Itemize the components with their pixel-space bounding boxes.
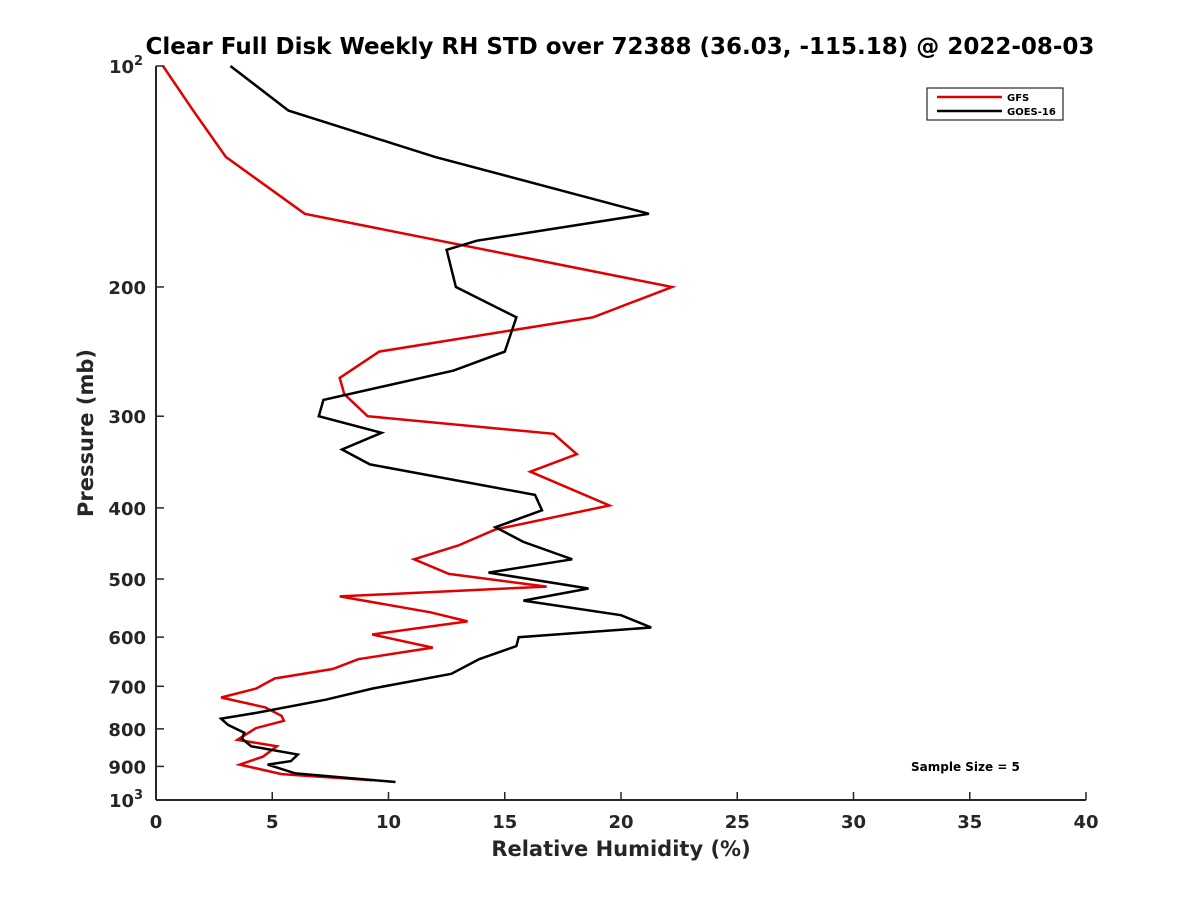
y-tick-label: 900 [108, 757, 146, 778]
sample-size-annotation: Sample Size = 5 [911, 760, 1020, 774]
y-tick-label: 10 [109, 57, 134, 78]
y-tick-label: 800 [108, 720, 146, 741]
series-layer [161, 65, 677, 784]
x-axis-ticks: 0 5 10 15 20 25 30 35 40 [150, 792, 1099, 833]
x-tick-label: 10 [376, 812, 401, 833]
legend: GFS GOES-16 [926, 87, 1064, 121]
x-tick-label: 15 [492, 812, 517, 833]
x-tick-label: 30 [841, 812, 866, 833]
y-tick-exponent: 2 [134, 54, 143, 69]
y-tick-label: 300 [108, 407, 146, 428]
y-tick-label: 700 [108, 677, 146, 698]
legend-label-goes16: GOES-16 [1007, 107, 1056, 118]
series-line-gfs [161, 65, 677, 782]
y-tick-label: 200 [108, 278, 146, 299]
y-tick-label: 10 [109, 791, 134, 812]
x-tick-label: 40 [1073, 812, 1098, 833]
y-axis-label: Pressure (mb) [74, 349, 98, 517]
series-line-goes16 [218, 65, 652, 784]
x-tick-label: 0 [150, 812, 163, 833]
x-tick-label: 20 [608, 812, 633, 833]
x-tick-label: 35 [957, 812, 982, 833]
legend-box [926, 87, 1064, 121]
x-tick-label: 5 [266, 812, 279, 833]
legend-label-gfs: GFS [1007, 93, 1029, 104]
y-tick-label: 600 [108, 628, 146, 649]
y-tick-label: 500 [108, 570, 146, 591]
y-tick-label: 400 [108, 499, 146, 520]
chart-title: Clear Full Disk Weekly RH STD over 72388… [146, 34, 1095, 60]
x-axis-label: Relative Humidity (%) [491, 837, 750, 861]
y-tick-exponent: 3 [134, 788, 143, 803]
x-tick-label: 25 [725, 812, 750, 833]
